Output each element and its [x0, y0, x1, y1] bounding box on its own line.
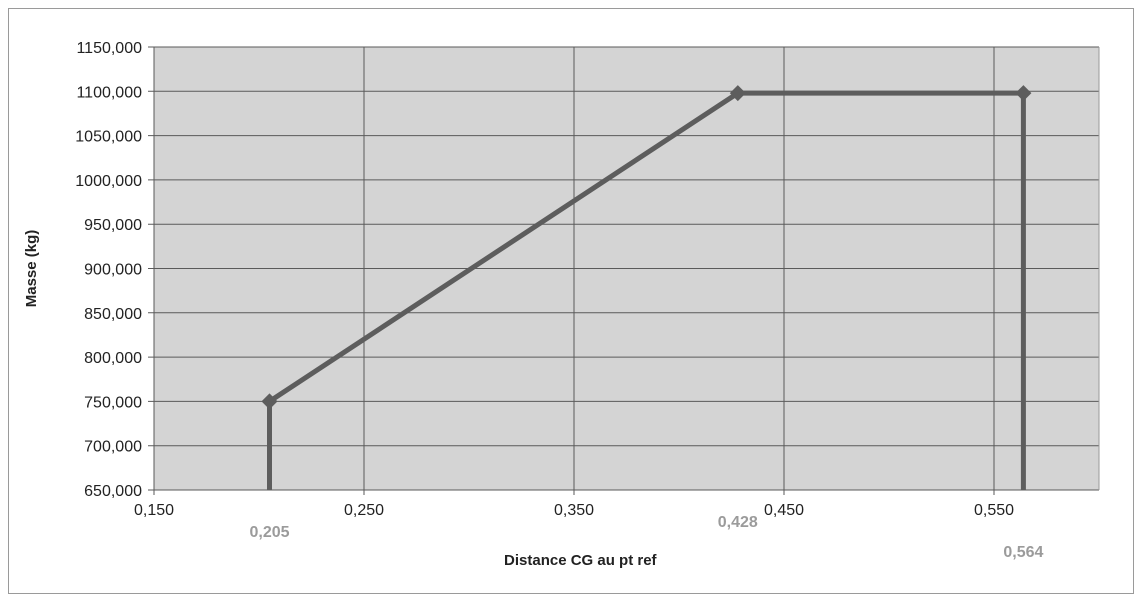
x-tick-label: 0,150 — [134, 502, 174, 519]
y-tick-label: 700,000 — [84, 439, 142, 456]
x-tick-label: 0,350 — [554, 502, 594, 519]
y-axis-label: Masse (kg) — [23, 230, 40, 308]
y-tick-label: 800,000 — [84, 350, 142, 367]
x-tick-label: 0,450 — [764, 502, 804, 519]
y-tick-label: 650,000 — [84, 483, 142, 500]
data-point-marker — [729, 85, 746, 102]
x-tick-label: 0,550 — [974, 502, 1014, 519]
x-axis-label: Distance CG au pt ref — [504, 552, 658, 569]
data-point-marker — [1015, 85, 1032, 102]
chart-frame: 650,000 700,000 750,000 800,000 850,000 900,0… — [8, 8, 1134, 594]
y-tick-label: 950,000 — [84, 217, 142, 234]
y-tick-label: 1000,000 — [75, 173, 142, 190]
y-tick-label: 750,000 — [84, 394, 142, 411]
y-tick-label: 1150,000 — [76, 40, 142, 57]
annotation-label: 0,564 — [1003, 544, 1043, 561]
y-tick-label: 1050,000 — [75, 129, 142, 146]
data-point-marker — [261, 393, 278, 410]
y-tick-label: 900,000 — [84, 262, 142, 279]
y-tick-label: 850,000 — [84, 306, 142, 323]
annotation-label: 0,428 — [718, 514, 758, 531]
annotation-label: 0,205 — [249, 524, 289, 541]
x-tick-label: 0,250 — [344, 502, 384, 519]
y-tick-label: 1100,000 — [76, 84, 142, 101]
chart-svg: 650,000 700,000 750,000 800,000 850,000 900,0… — [23, 40, 1100, 569]
